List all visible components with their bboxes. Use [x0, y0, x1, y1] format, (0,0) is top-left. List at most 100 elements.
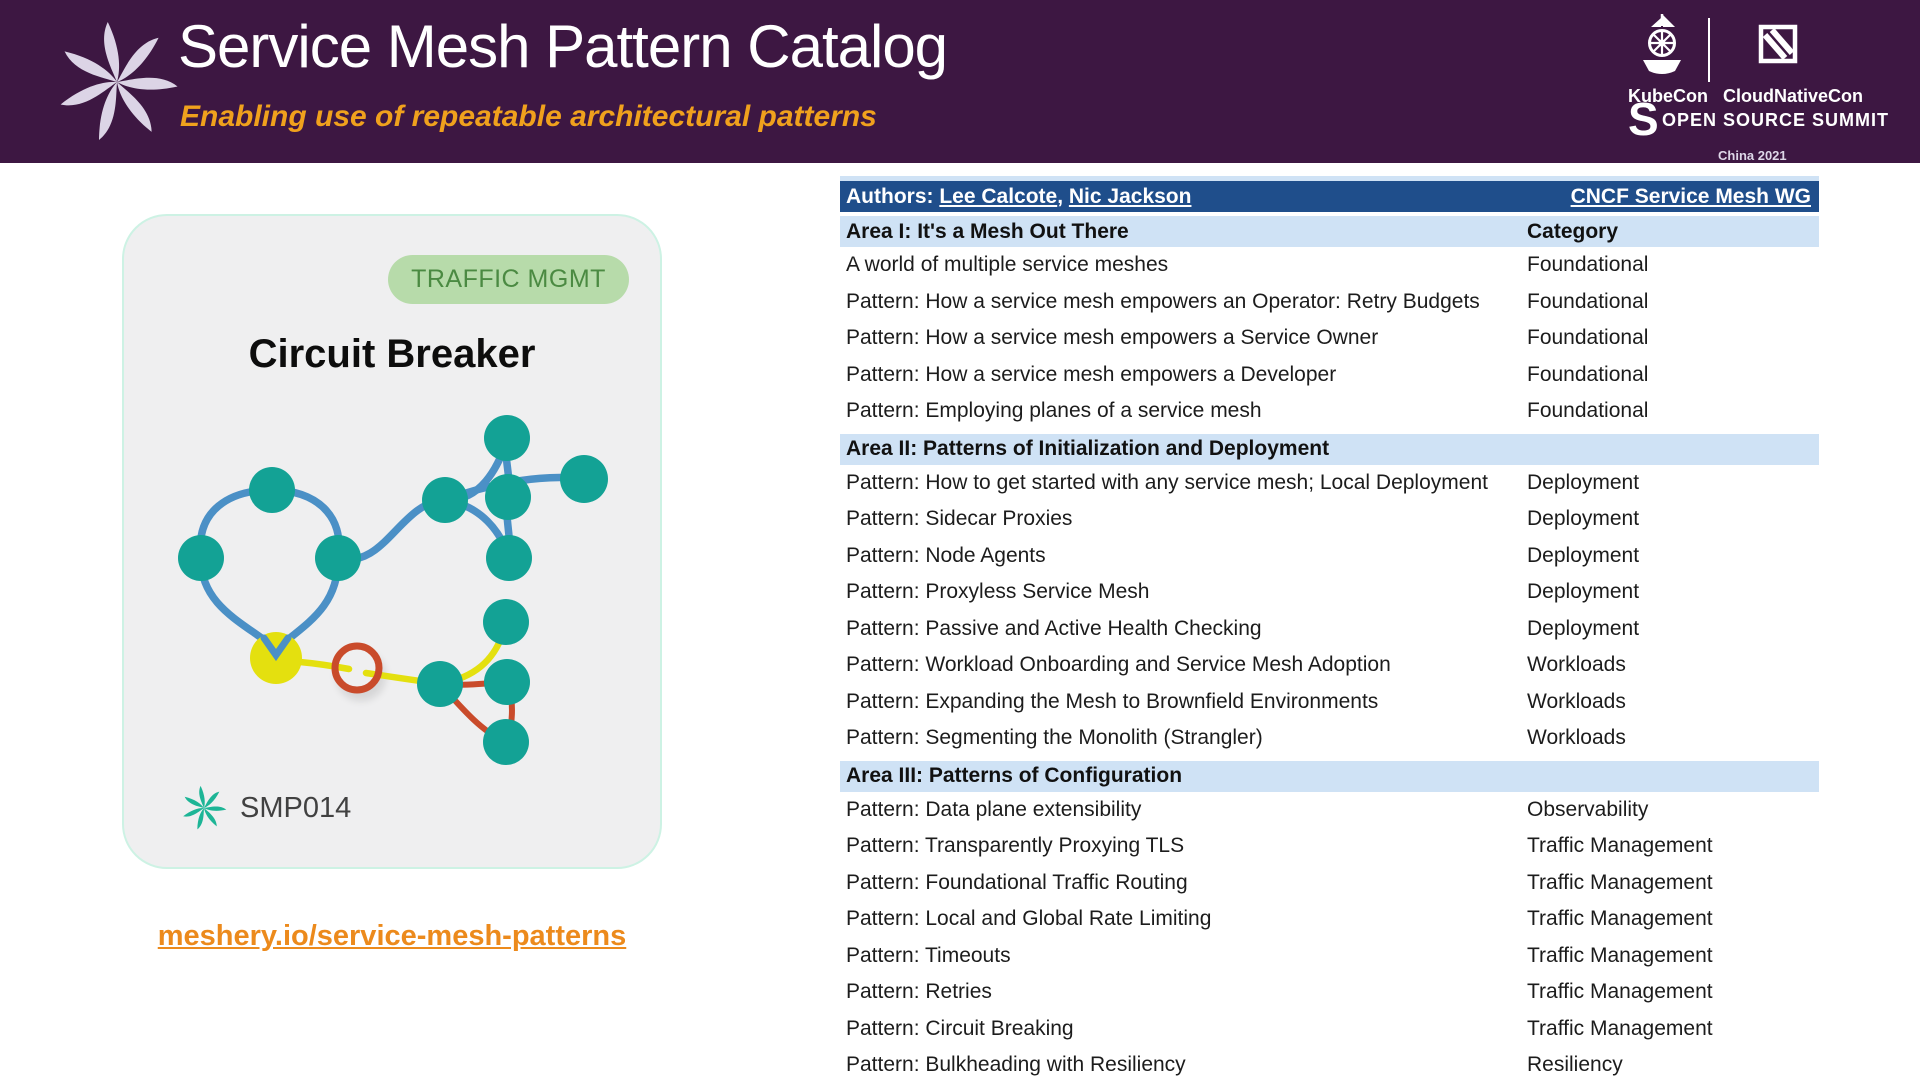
meshery-patterns-link[interactable]: meshery.io/service-mesh-patterns [157, 920, 627, 952]
pattern-cell: Pattern: Workload Onboarding and Service… [846, 653, 1391, 677]
category-cell: Foundational [1527, 289, 1649, 313]
category-cell: Deployment [1527, 507, 1640, 531]
pattern-cell: Pattern: Data plane extensibility [846, 797, 1142, 821]
column-header-category: Category [1527, 219, 1619, 243]
pattern-cell: Pattern: Segmenting the Monolith (Strang… [846, 726, 1263, 750]
page-subtitle: Enabling use of repeatable architectural… [180, 100, 877, 133]
section-title: Area III: Patterns of Configuration [846, 764, 1183, 787]
pattern-card: TRAFFIC MGMT Circuit Breaker [122, 214, 662, 869]
category-cell: Traffic Management [1527, 834, 1713, 858]
category-cell: Foundational [1527, 253, 1649, 277]
category-cell: Traffic Management [1527, 1016, 1713, 1040]
section-title: Area I: It's a Mesh Out There [846, 219, 1129, 243]
logo-divider [1708, 18, 1710, 82]
meshery-logo-icon [60, 22, 178, 140]
table-row: Pattern: Data plane extensibility Observa… [840, 791, 1819, 828]
pattern-cell: Pattern: Circuit Breaking [846, 1016, 1074, 1040]
category-cell: Traffic Management [1527, 980, 1713, 1004]
summit-s-icon: S [1628, 93, 1659, 145]
meshery-smp-icon [183, 785, 227, 830]
pattern-cell: Pattern: Transparently Proxying TLS [846, 834, 1185, 858]
pattern-cell: Pattern: Proxyless Service Mesh [846, 580, 1150, 604]
table-row: Pattern: Timeouts Traffic Management [840, 937, 1819, 974]
pattern-cell: A world of multiple service meshes [846, 253, 1169, 277]
category-cell: Foundational [1527, 399, 1649, 423]
pattern-cell: Pattern: How a service mesh empowers an … [846, 289, 1480, 313]
pattern-cell: Pattern: Passive and Active Health Check… [846, 616, 1262, 640]
pattern-cell: Pattern: Retries [846, 980, 992, 1004]
category-cell: Deployment [1527, 543, 1640, 567]
category-cell: Foundational [1527, 362, 1649, 386]
pattern-cell: Pattern: Bulkheading with Resiliency [846, 1053, 1186, 1077]
kubecon-label: KubeCon [1628, 86, 1708, 106]
table-row: Pattern: Local and Global Rate Limiting T… [840, 901, 1819, 938]
category-cell: Workloads [1527, 689, 1626, 713]
pattern-cell: Pattern: Sidecar Proxies [846, 507, 1073, 531]
category-cell: Traffic Management [1527, 943, 1713, 967]
table-row: Pattern: Proxyless Service Mesh Deploymen… [840, 574, 1819, 611]
summit-label: OPEN SOURCE SUMMIT [1662, 110, 1890, 130]
category-cell: Resiliency [1527, 1053, 1623, 1077]
pattern-cell: Pattern: How to get started with any ser… [846, 470, 1488, 494]
pattern-cell: Pattern: Timeouts [846, 943, 1011, 967]
section-header: Area I: It's a Mesh Out There Category [840, 216, 1819, 247]
pattern-cell: Pattern: Employing planes of a service m… [846, 399, 1262, 423]
pattern-cell: Pattern: Node Agents [846, 543, 1046, 567]
pattern-id: SMP014 [240, 791, 352, 824]
authors-prefix: Authors: [846, 184, 940, 208]
table-row: Pattern: Passive and Active Health Check… [840, 610, 1819, 647]
table-row: Pattern: Expanding the Mesh to Brownfiel… [840, 683, 1819, 720]
table-row: Pattern: Bulkheading with Resiliency Resi… [840, 1047, 1819, 1080]
table-row: Pattern: Sidecar Proxies Deployment [840, 501, 1819, 538]
table-sections: Area I: It's a Mesh Out There Category A w… [840, 216, 1819, 1080]
conference-logos: KubeCon CloudNativeCon S OPEN SOURCE SUM… [1628, 10, 1888, 163]
section-title: Area II: Patterns of Initialization and … [846, 437, 1330, 460]
table-row: Pattern: Node Agents Deployment [840, 537, 1819, 574]
category-cell: Deployment [1527, 616, 1640, 640]
pattern-cell: Pattern: Expanding the Mesh to Brownfiel… [846, 689, 1379, 713]
page-title: Service Mesh Pattern Catalog [178, 13, 948, 80]
category-cell: Observability [1527, 797, 1649, 821]
cncf-service-mesh-wg-link[interactable]: CNCF Service Mesh WG [1570, 184, 1811, 208]
table-row: A world of multiple service meshes Founda… [840, 247, 1819, 284]
table-row: Pattern: How a service mesh empowers an … [840, 283, 1819, 320]
category-cell: Deployment [1527, 580, 1640, 604]
table-row: Pattern: Retries Traffic Management [840, 974, 1819, 1011]
author-link-lee-calcote[interactable]: Lee Calcote [939, 184, 1058, 208]
footer-link-wrap: meshery.io/service-mesh-patterns [122, 920, 662, 953]
authors-separator: , [1057, 184, 1069, 208]
pattern-catalog-table: Authors: Lee Calcote, Nic Jackson CNCF S… [840, 176, 1819, 1080]
table-row: Pattern: How a service mesh empowers a S… [840, 320, 1819, 357]
cloudnativecon-cube-icon [1758, 24, 1798, 64]
category-cell: Workloads [1527, 653, 1626, 677]
category-badge: TRAFFIC MGMT [388, 255, 629, 304]
pattern-title: Circuit Breaker [248, 332, 536, 376]
category-cell: Traffic Management [1527, 870, 1713, 894]
pattern-cell: Pattern: How a service mesh empowers a D… [846, 362, 1337, 386]
summit-location: China 2021 [1718, 148, 1787, 163]
table-authors-bar: Authors: Lee Calcote, Nic Jackson CNCF S… [840, 181, 1819, 212]
category-cell: Foundational [1527, 326, 1649, 350]
table-row: Pattern: Workload Onboarding and Service… [840, 647, 1819, 684]
table-row: Pattern: Segmenting the Monolith (Strang… [840, 720, 1819, 757]
authors: Authors: Lee Calcote, Nic Jackson [846, 185, 1191, 209]
author-link-nic-jackson[interactable]: Nic Jackson [1068, 184, 1192, 208]
kubecon-ship-icon [1643, 14, 1681, 74]
header-banner: Service Mesh Pattern Catalog Enabling us… [0, 0, 1920, 163]
table-row: Pattern: Foundational Traffic Routing Tra… [840, 864, 1819, 901]
pattern-id-row: SMP014 [180, 783, 351, 833]
table-row: Pattern: How to get started with any ser… [840, 464, 1819, 501]
edge-arrow-tip [260, 634, 292, 662]
table-row: Pattern: Employing planes of a service m… [840, 393, 1819, 430]
breaker-ring-fill [335, 646, 379, 690]
service-nodes [178, 415, 608, 765]
table-row: Pattern: Transparently Proxying TLS Traff… [840, 828, 1819, 865]
table-row: Pattern: Circuit Breaking Traffic Managem… [840, 1010, 1819, 1047]
section-header: Area III: Patterns of Configuration [840, 760, 1819, 792]
pattern-cell: Pattern: How a service mesh empowers a S… [846, 326, 1379, 350]
circuit-breaker-ring [331, 642, 383, 694]
circuit-breaker-diagram [178, 415, 608, 765]
category-cell: Deployment [1527, 470, 1640, 494]
category-cell: Workloads [1527, 726, 1626, 750]
